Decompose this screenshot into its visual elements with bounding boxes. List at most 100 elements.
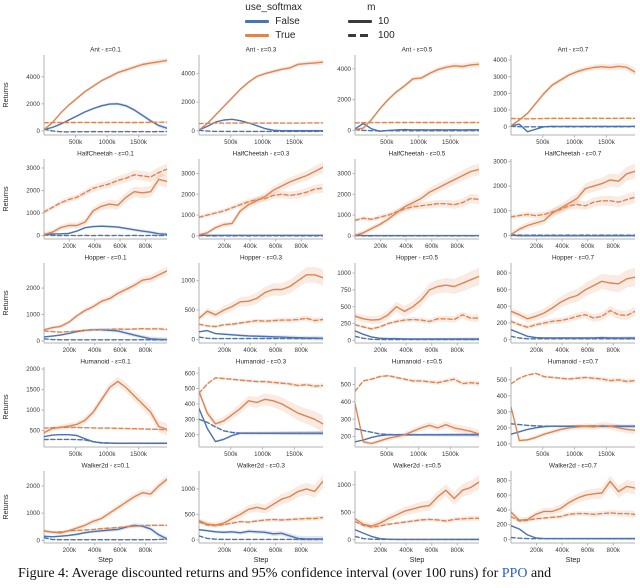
svg-text:0: 0: [348, 233, 352, 240]
svg-text:400k: 400k: [243, 547, 257, 554]
svg-text:200k: 200k: [374, 547, 388, 554]
svg-text:600k: 600k: [269, 547, 283, 554]
chart-halfcheetah-0.7: HalfCheetah - ε=0.7 0 1000 2000 3000 200k 400k…: [484, 148, 640, 252]
svg-text:400k: 400k: [243, 243, 257, 250]
svg-text:800k: 800k: [139, 243, 153, 250]
svg-text:600k: 600k: [269, 347, 283, 354]
svg-text:200k: 200k: [530, 243, 544, 250]
svg-text:3000: 3000: [493, 74, 507, 81]
svg-text:600: 600: [497, 492, 508, 499]
svg-text:600k: 600k: [425, 347, 439, 354]
svg-text:500: 500: [341, 381, 352, 388]
svg-text:400k: 400k: [88, 547, 102, 554]
svg-text:HalfCheetah - ε=0.5: HalfCheetah - ε=0.5: [389, 151, 446, 158]
svg-text:Humanoid - ε=0.3: Humanoid - ε=0.3: [236, 359, 287, 366]
svg-text:1500k: 1500k: [598, 451, 616, 458]
svg-text:200: 200: [341, 434, 352, 441]
svg-text:1000: 1000: [337, 270, 351, 277]
svg-text:800k: 800k: [295, 243, 309, 250]
svg-text:200k: 200k: [63, 547, 77, 554]
ppo-link[interactable]: PPO: [501, 566, 528, 581]
svg-text:600k: 600k: [581, 547, 595, 554]
svg-text:4000: 4000: [26, 74, 40, 81]
svg-text:1000k: 1000k: [254, 451, 272, 458]
svg-text:Ant - ε=0.5: Ant - ε=0.5: [402, 47, 433, 54]
svg-text:Walker2d - ε=0.1: Walker2d - ε=0.1: [82, 463, 130, 470]
svg-text:400k: 400k: [88, 347, 102, 354]
svg-text:Step: Step: [410, 555, 425, 564]
svg-text:300: 300: [341, 416, 352, 423]
svg-text:2000: 2000: [26, 285, 40, 292]
svg-text:200k: 200k: [374, 347, 388, 354]
svg-text:400: 400: [497, 393, 508, 400]
svg-text:3000: 3000: [337, 171, 351, 178]
svg-text:0: 0: [504, 536, 508, 543]
svg-text:Hopper - ε=0.5: Hopper - ε=0.5: [396, 255, 439, 262]
chart-ant-0.3: Ant - ε=0.3 0 2000 4000 500k 1000k 1500k: [172, 44, 328, 148]
svg-text:400k: 400k: [555, 347, 569, 354]
chart-ant-0.7: Ant - ε=0.7 0 1000 2000 3000 4000 500k 1000k 150…: [484, 44, 640, 148]
svg-text:Ant - ε=0.3: Ant - ε=0.3: [246, 47, 277, 54]
svg-text:Humanoid - ε=0.1: Humanoid - ε=0.1: [80, 359, 131, 366]
legend-line-m10-icon: [348, 19, 372, 23]
chart-halfcheetah-0.1: HalfCheetah - ε=0.1 0 1000 2000 3000 200k 400k…: [0, 148, 172, 252]
svg-text:1000k: 1000k: [566, 451, 584, 458]
chart-hopper-0.1: Hopper - ε=0.1 0 1000 2000 200k 400k 600k 800k R…: [0, 252, 172, 356]
chart-ant-0.1: Ant - ε=0.1 0 2000 4000 500k 1000k 1500k Return…: [0, 44, 172, 148]
svg-text:200k: 200k: [218, 347, 232, 354]
svg-text:0: 0: [192, 537, 196, 544]
svg-text:1000k: 1000k: [99, 139, 117, 146]
svg-text:500k: 500k: [224, 139, 238, 146]
svg-text:800k: 800k: [295, 547, 309, 554]
svg-text:2000: 2000: [337, 191, 351, 198]
svg-text:2000: 2000: [26, 188, 40, 195]
chart-humanoid-0.7: Humanoid - ε=0.7 100 200 300 400 500 500k 1000k…: [484, 356, 640, 460]
svg-text:HalfCheetah - ε=0.1: HalfCheetah - ε=0.1: [77, 151, 134, 158]
chart-walker2d-0.1: Walker2d - ε=0.1 0 1000 2000 200k 400k 600k 800…: [0, 460, 172, 564]
svg-text:Returns: Returns: [1, 186, 10, 212]
chart-walker2d-0.3: Walker2d - ε=0.3 0 500 1000 200k 400k 600k 800k…: [172, 460, 328, 564]
svg-text:500: 500: [185, 307, 196, 314]
chart-halfcheetah-0.5: HalfCheetah - ε=0.5 0 1000 2000 3000 200k 400k…: [328, 148, 484, 252]
svg-text:2000: 2000: [337, 97, 351, 104]
charts-grid: Ant - ε=0.1 0 2000 4000 500k 1000k 1500k Return…: [0, 44, 640, 564]
svg-text:0: 0: [192, 337, 196, 344]
svg-text:Ant - ε=0.1: Ant - ε=0.1: [90, 47, 121, 54]
svg-text:0: 0: [37, 537, 41, 544]
svg-text:400: 400: [185, 401, 196, 408]
chart-ant-0.5: Ant - ε=0.5 0 2000 4000 500k 1000k 1500k: [328, 44, 484, 148]
svg-text:0: 0: [504, 124, 508, 131]
svg-text:500: 500: [497, 377, 508, 384]
svg-text:800k: 800k: [451, 547, 465, 554]
svg-text:1500k: 1500k: [598, 139, 616, 146]
svg-text:1000: 1000: [26, 210, 40, 217]
svg-text:2000: 2000: [26, 366, 40, 373]
svg-text:200: 200: [185, 432, 196, 439]
svg-text:1000: 1000: [181, 212, 195, 219]
svg-text:1000: 1000: [493, 107, 507, 114]
svg-text:600k: 600k: [425, 547, 439, 554]
svg-text:1000k: 1000k: [410, 139, 428, 146]
legend-title-use-softmax: use_softmax: [245, 2, 302, 13]
svg-text:200k: 200k: [530, 347, 544, 354]
legend-label-m100: 100: [378, 29, 395, 41]
svg-text:Hopper - ε=0.7: Hopper - ε=0.7: [552, 255, 595, 262]
svg-text:1000: 1000: [337, 212, 351, 219]
svg-text:1000: 1000: [181, 486, 195, 493]
svg-text:1500k: 1500k: [130, 139, 148, 146]
svg-text:500k: 500k: [536, 451, 550, 458]
svg-text:0: 0: [37, 338, 41, 345]
svg-text:1000k: 1000k: [99, 451, 117, 458]
svg-text:Step: Step: [566, 555, 581, 564]
svg-text:1000k: 1000k: [254, 139, 272, 146]
svg-text:500k: 500k: [69, 451, 83, 458]
svg-text:4000: 4000: [181, 71, 195, 78]
svg-text:200k: 200k: [63, 243, 77, 250]
chart-walker2d-0.5: Walker2d - ε=0.5 0 500 1000 200k 400k 600k 800k…: [328, 460, 484, 564]
svg-text:1000: 1000: [181, 278, 195, 285]
svg-text:500: 500: [185, 512, 196, 519]
svg-text:Walker2d - ε=0.7: Walker2d - ε=0.7: [549, 463, 597, 470]
svg-text:0: 0: [348, 127, 352, 134]
svg-text:500k: 500k: [224, 451, 238, 458]
legend-group-m: m 10 100: [348, 2, 395, 44]
